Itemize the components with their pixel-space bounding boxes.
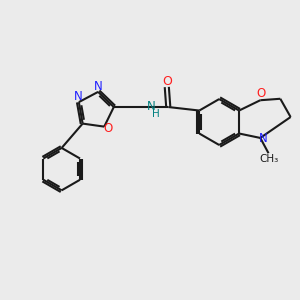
Text: O: O [103,122,112,135]
Text: N: N [74,90,82,103]
Text: O: O [256,87,265,100]
Text: N: N [94,80,103,93]
Text: N: N [147,100,156,113]
Text: H: H [152,109,160,118]
Text: CH₃: CH₃ [260,154,279,164]
Text: N: N [259,132,268,145]
Text: O: O [162,75,172,88]
